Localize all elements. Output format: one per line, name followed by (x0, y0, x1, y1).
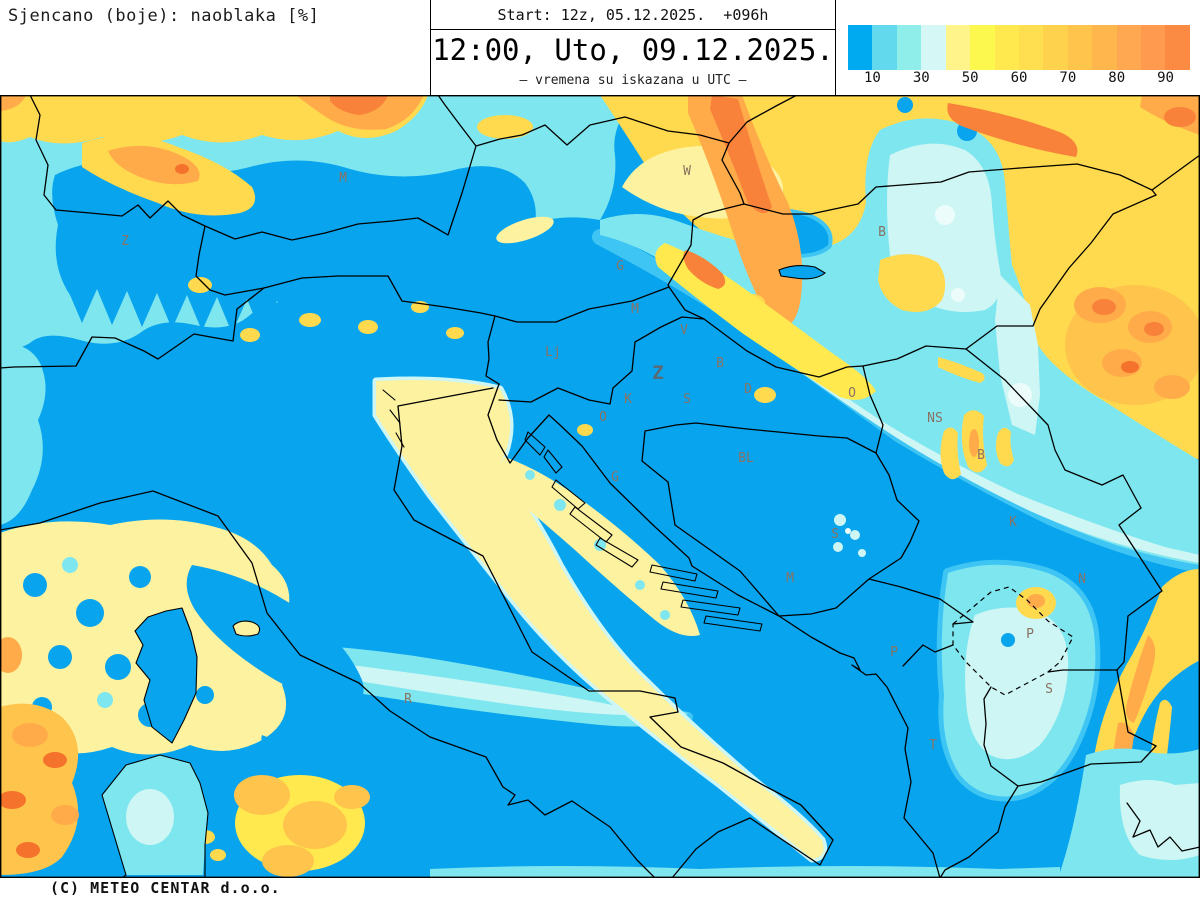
city-label: BL (738, 451, 754, 466)
city-label: D (744, 382, 752, 397)
city-label: M (339, 171, 347, 186)
legend-tick-label: 90 (1157, 70, 1174, 86)
legend-swatch (1116, 25, 1142, 70)
city-label: M (631, 302, 639, 317)
city-label: T (929, 738, 937, 753)
legend-swatch (848, 25, 873, 70)
cloud-field-layer (0, 95, 1200, 878)
island-outlines (101, 389, 763, 878)
city-label: K (1009, 515, 1017, 530)
legend-tick-labels: 10 30 50 60 70 80 90 (848, 70, 1190, 86)
legend-swatch (1018, 25, 1044, 70)
legend-swatch (1165, 25, 1190, 70)
city-label-bold: Z (652, 362, 663, 384)
map-frame (0, 95, 1200, 878)
map-canvas: Z M W B G M V Lj Z B D K S O O NS B BL G S K M N P P S T R (0, 95, 1200, 878)
country-borders (0, 95, 1200, 878)
legend-tick-label: 10 (863, 70, 881, 86)
city-label: B (977, 448, 985, 463)
city-label: N (1078, 572, 1086, 587)
city-label: NS (927, 411, 943, 426)
cloud-cover-map: Z M W B G M V Lj Z B D K S O O NS B BL G S K M N P P S T R (0, 95, 1200, 878)
city-label: K (624, 392, 632, 407)
city-label: W (683, 164, 691, 179)
city-label: O (599, 410, 607, 425)
city-label: P (1026, 627, 1034, 642)
city-label: B (878, 225, 886, 240)
city-label: G (616, 259, 624, 274)
legend-swatch (1141, 25, 1166, 70)
legend-tick-label: 80 (1108, 70, 1126, 86)
legend-swatch (1067, 25, 1093, 70)
legend-swatches (848, 25, 1190, 70)
legend-swatch (994, 25, 1019, 70)
copyright-text: (C) METEO CENTAR d.o.o. (50, 879, 281, 897)
city-label: G (611, 470, 619, 485)
city-label: R (404, 692, 412, 707)
city-label: V (680, 323, 688, 338)
time-box: Start: 12z, 05.12.2025. +096h 12:00, Uto… (430, 0, 836, 95)
legend-tick-label: 70 (1059, 70, 1077, 86)
legend-swatch (921, 25, 946, 70)
utc-note: — vremena su iskazana u UTC — (519, 73, 747, 88)
header: Sjencano (boje): naoblaka [%] Start: 12z… (0, 0, 1200, 95)
city-label: M (786, 571, 794, 586)
city-label: S (1045, 682, 1053, 697)
city-labels: Z M W B G M V Lj Z B D K S O O NS B BL G S K M N P P S T R (121, 164, 1086, 753)
city-label: Z (121, 234, 129, 249)
footer: (C) METEO CENTAR d.o.o. (0, 878, 1200, 900)
city-label: P (890, 645, 898, 660)
legend-tick-label: 60 (1010, 70, 1028, 86)
legend-swatch (896, 25, 922, 70)
model-start-line: Start: 12z, 05.12.2025. +096h (431, 0, 835, 30)
legend-swatch (970, 25, 995, 70)
city-label: Lj (545, 345, 561, 360)
legend-swatch (1092, 25, 1117, 70)
legend-tick-label: 50 (961, 70, 979, 86)
legend-swatch (945, 25, 971, 70)
legend-swatch (1043, 25, 1068, 70)
city-label: B (716, 356, 724, 371)
city-label: S (683, 392, 691, 407)
city-label: S (831, 527, 839, 542)
legend-swatch (872, 25, 897, 70)
legend-tick-label: 30 (912, 70, 930, 86)
map-parameter-title: Sjencano (boje): naoblaka [%] (8, 6, 320, 26)
valid-time: 12:00, Uto, 09.12.2025. (432, 33, 834, 67)
color-legend: 10 30 50 60 70 80 90 (848, 25, 1190, 86)
city-label: O (848, 386, 856, 401)
